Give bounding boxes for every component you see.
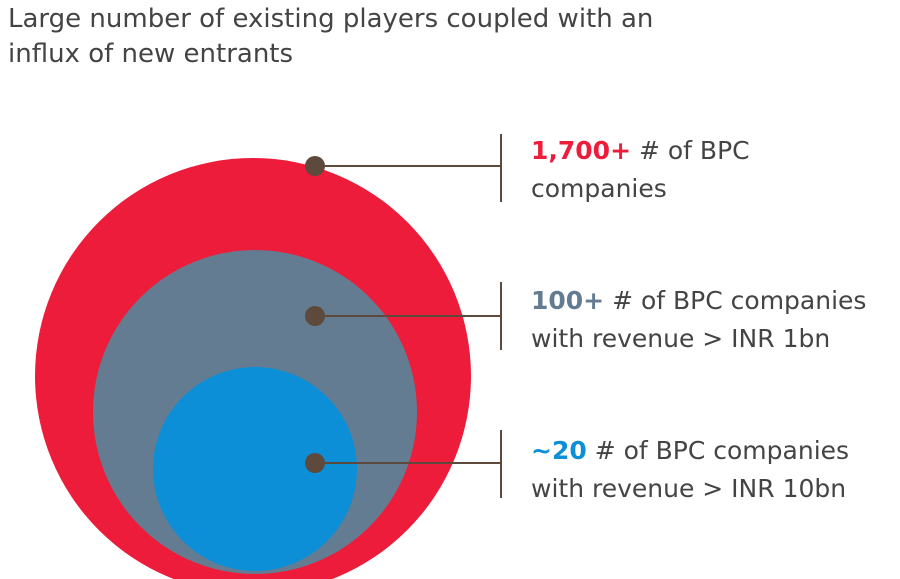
label-2-line-2: with revenue > INR 1bn (531, 324, 831, 353)
label-3-text: # of BPC companies (586, 436, 850, 465)
title-line-1: Large number of existing players coupled… (8, 4, 654, 34)
connector-2 (305, 282, 502, 350)
connector-dot-1 (305, 156, 325, 176)
connector-1 (305, 134, 502, 202)
label-3-value: ~20 (531, 436, 587, 465)
label-1-line-2: companies (531, 174, 667, 203)
label-revenue-over-1bn: 100+ # of BPC companies with revenue > I… (531, 282, 866, 358)
page-title: Large number of existing players coupled… (8, 2, 653, 72)
label-3-line-2: with revenue > INR 10bn (531, 474, 847, 503)
connector-dot-2 (305, 306, 325, 326)
label-2-value: 100+ (531, 286, 605, 315)
label-2-text: # of BPC companies (604, 286, 867, 315)
connector-3 (305, 430, 502, 498)
title-line-2: influx of new entrants (8, 39, 294, 69)
label-1-value: 1,700+ (531, 136, 632, 165)
label-2-line-1: 100+ # of BPC companies (531, 282, 866, 320)
label-3-line-1: ~20 # of BPC companies (531, 432, 849, 470)
circle-revenue-over-10bn (153, 367, 357, 571)
label-revenue-over-10bn: ~20 # of BPC companies with revenue > IN… (531, 432, 849, 508)
label-1-text: # of BPC (631, 136, 750, 165)
label-all-companies: 1,700+ # of BPC companies (531, 132, 750, 208)
connector-dot-3 (305, 453, 325, 473)
label-1-line-1: 1,700+ # of BPC (531, 132, 750, 170)
